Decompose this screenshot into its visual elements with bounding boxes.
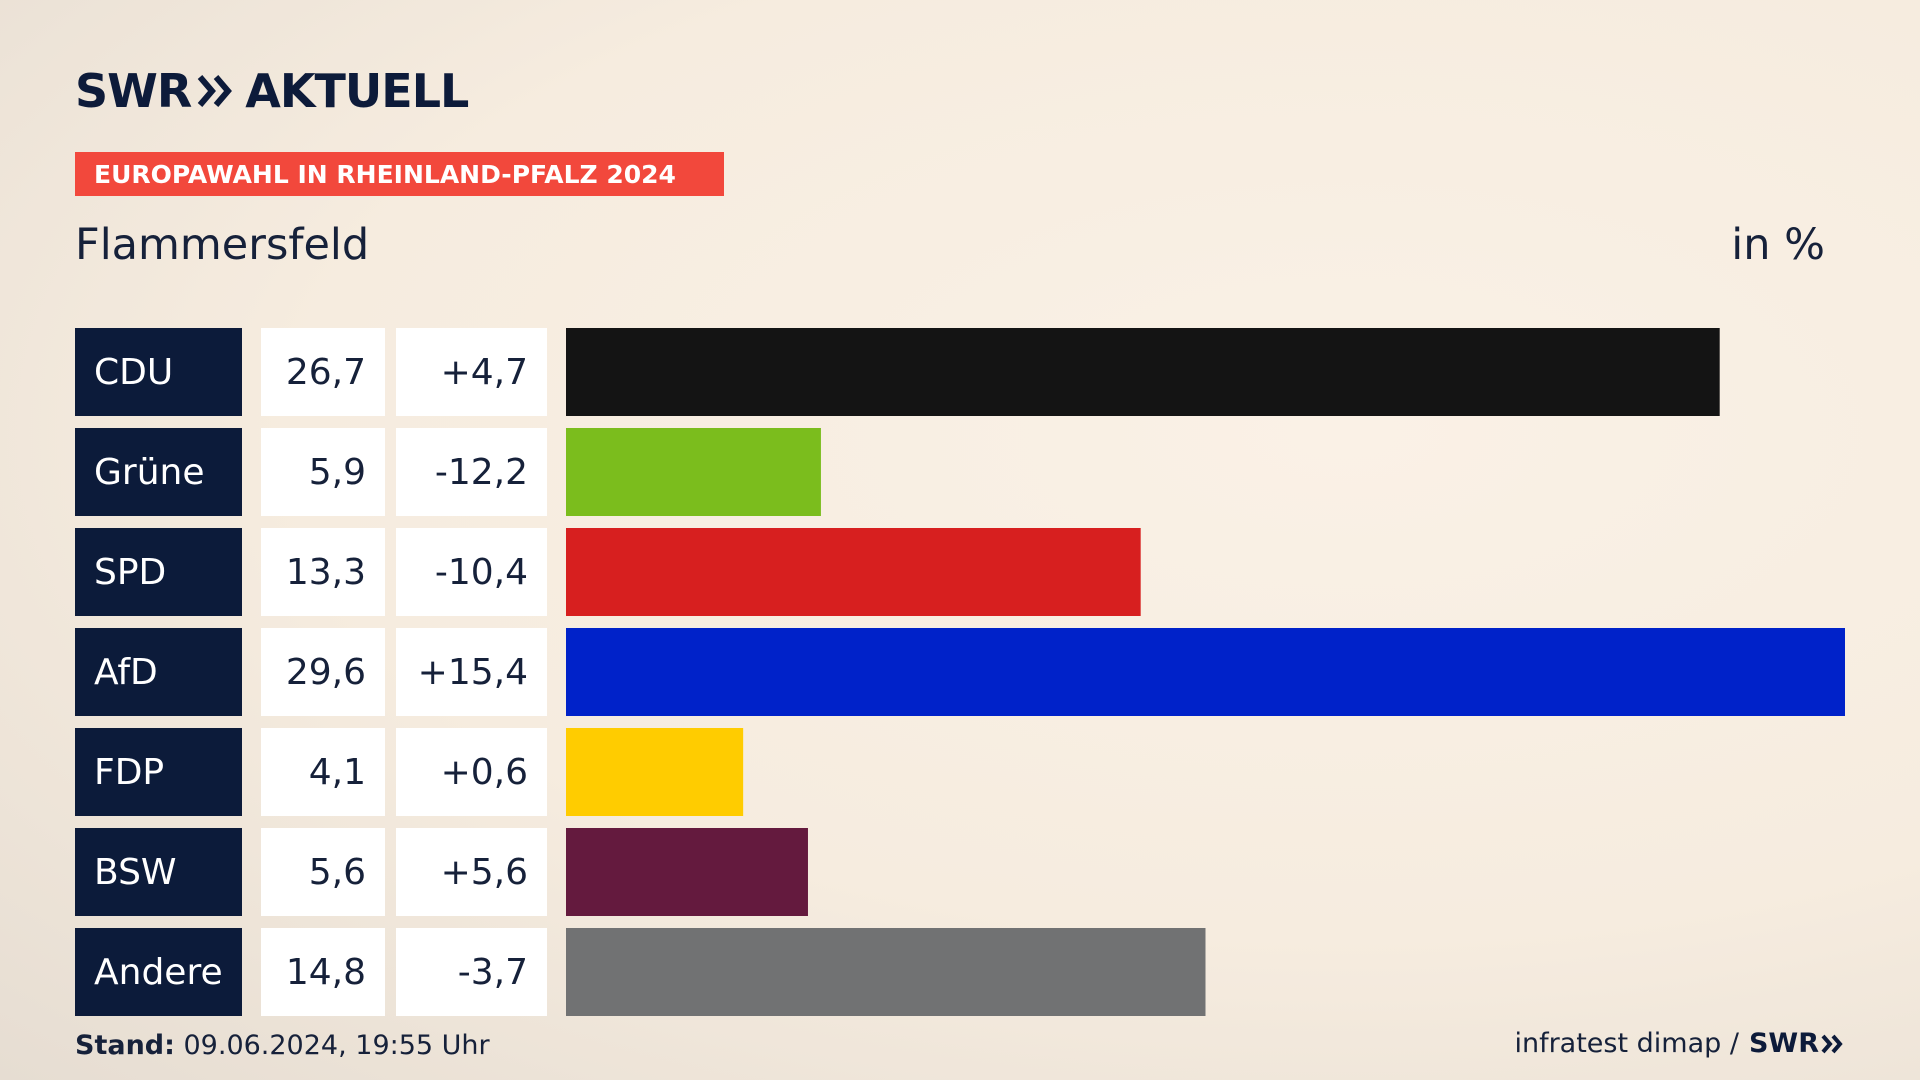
source-brand: SWR [1748,1028,1819,1059]
bar-cdu [566,328,1720,416]
value-label: 5,9 [309,452,366,493]
party-label: BSW [94,852,177,893]
party-label-bg [75,728,242,816]
party-label-bg [75,928,242,1016]
timestamp: Stand: 09.06.2024, 19:55 Uhr [75,1030,490,1061]
value-cell [261,528,385,616]
change-label: -10,4 [435,552,528,593]
source-label: infratest dimap / [1514,1028,1739,1059]
value-cell [261,628,385,716]
stand-value: 09.06.2024, 19:55 Uhr [174,1030,490,1061]
value-label: 29,6 [286,652,366,693]
brand-swr: SWR [75,64,192,118]
change-cell [396,528,547,616]
value-label: 4,1 [309,752,366,793]
value-cell [261,328,385,416]
party-label: Grüne [94,452,204,493]
source-credit: infratest dimap / SWR [1514,1028,1845,1059]
value-label: 26,7 [286,352,366,393]
bar-spd [566,528,1141,616]
bar-bsw [566,828,808,916]
unit-label: in % [1731,220,1825,270]
bar-andere [566,928,1206,1016]
value-cell [261,928,385,1016]
value-label: 14,8 [286,952,366,993]
change-cell [396,628,547,716]
chevron-right-icon [198,75,233,107]
change-label: +4,7 [441,352,528,393]
value-label: 5,6 [309,852,366,893]
change-cell [396,928,547,1016]
change-label: +5,6 [441,852,528,893]
election-kicker: EUROPAWAHL IN RHEINLAND-PFALZ 2024 [75,152,724,196]
brand-aktuell: AKTUELL [245,64,469,118]
stand-label: Stand: [75,1030,175,1061]
party-label: CDU [94,352,173,393]
value-cell [261,828,385,916]
bar-grüne [566,428,821,516]
change-label: +0,6 [441,752,528,793]
party-label: SPD [94,552,166,593]
change-cell [396,328,547,416]
bar-afd [566,628,1845,716]
change-cell [396,428,547,516]
change-label: +15,4 [418,652,528,693]
chart-title: Flammersfeld [75,220,370,270]
value-label: 13,3 [286,552,366,593]
change-cell [396,728,547,816]
change-label: -3,7 [458,952,528,993]
change-cell [396,828,547,916]
party-label-bg [75,628,242,716]
change-label: -12,2 [435,452,528,493]
value-cell [261,428,385,516]
party-label-bg [75,428,242,516]
bar-fdp [566,728,744,816]
brand-logo: SWR AKTUELL [75,64,469,118]
party-label: AfD [94,652,158,693]
party-label: Andere [94,952,223,993]
party-label-bg [75,328,242,416]
party-label-bg [75,528,242,616]
chevron-right-icon [1821,1034,1843,1053]
party-label-bg [75,828,242,916]
value-cell [261,728,385,816]
party-label: FDP [94,752,164,793]
